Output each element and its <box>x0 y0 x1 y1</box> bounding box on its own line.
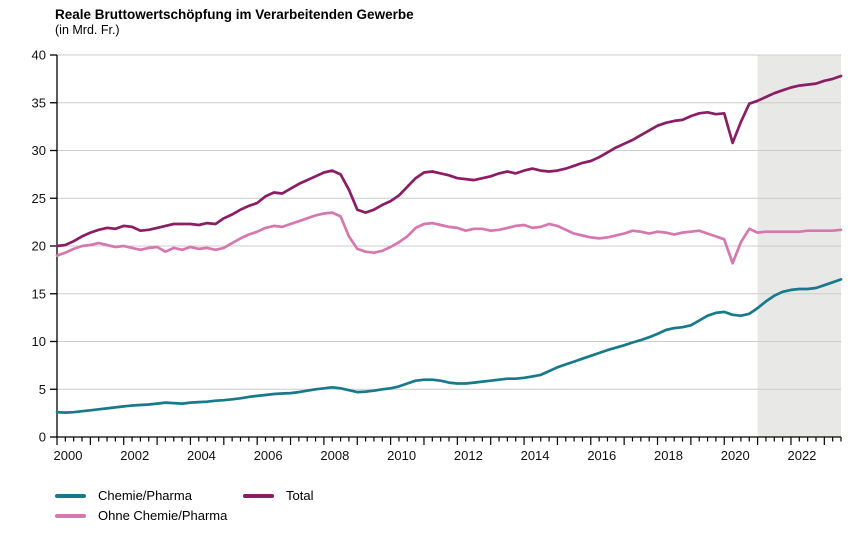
series-line-chemie-pharma <box>55 278 843 414</box>
legend-label-chemie-pharma: Chemie/Pharma <box>98 488 192 503</box>
legend-item-ohne-chemie-pharma: Ohne Chemie/Pharma <box>55 508 227 523</box>
x-tick-label: 2008 <box>320 448 349 463</box>
legend-swatch-ohne-chemie-pharma-icon <box>55 513 86 518</box>
x-tick-label: 2010 <box>387 448 416 463</box>
y-tick-label: 0 <box>39 430 46 445</box>
x-tick-label: 2004 <box>187 448 216 463</box>
y-tick-label: 35 <box>32 95 46 110</box>
x-tick-label: 2016 <box>587 448 616 463</box>
x-tick-label: 2014 <box>521 448 550 463</box>
y-tick-label: 15 <box>32 286 46 301</box>
x-tick-label: 2012 <box>454 448 483 463</box>
series-line-ohne-chemie-pharma <box>55 211 843 265</box>
y-tick-label: 10 <box>32 334 46 349</box>
x-tick-label: 2006 <box>254 448 283 463</box>
y-tick-label: 30 <box>32 143 46 158</box>
x-tick-label: 2022 <box>787 448 816 463</box>
x-tick-label: 2000 <box>54 448 83 463</box>
legend-label-ohne-chemie-pharma: Ohne Chemie/Pharma <box>98 508 228 523</box>
chart-title: Reale Bruttowertschöpfung im Verarbeiten… <box>55 7 414 22</box>
legend-swatch-total-icon <box>243 493 274 498</box>
y-tick-label: 40 <box>32 48 46 63</box>
legend-label-total: Total <box>286 488 314 503</box>
x-tick-label: 2020 <box>721 448 750 463</box>
chart-subtitle: (in Mrd. Fr.) <box>55 23 120 37</box>
x-tick-label: 2018 <box>654 448 683 463</box>
y-tick-label: 20 <box>32 239 46 254</box>
legend-item-total: Total <box>243 488 313 503</box>
legend-swatch-chemie-pharma-icon <box>55 493 86 498</box>
series-line-total <box>55 74 843 248</box>
legend-item-chemie-pharma: Chemie/Pharma <box>55 488 192 503</box>
x-tick-label: 2002 <box>120 448 149 463</box>
y-tick-label: 25 <box>32 191 46 206</box>
y-tick-label: 5 <box>39 382 46 397</box>
